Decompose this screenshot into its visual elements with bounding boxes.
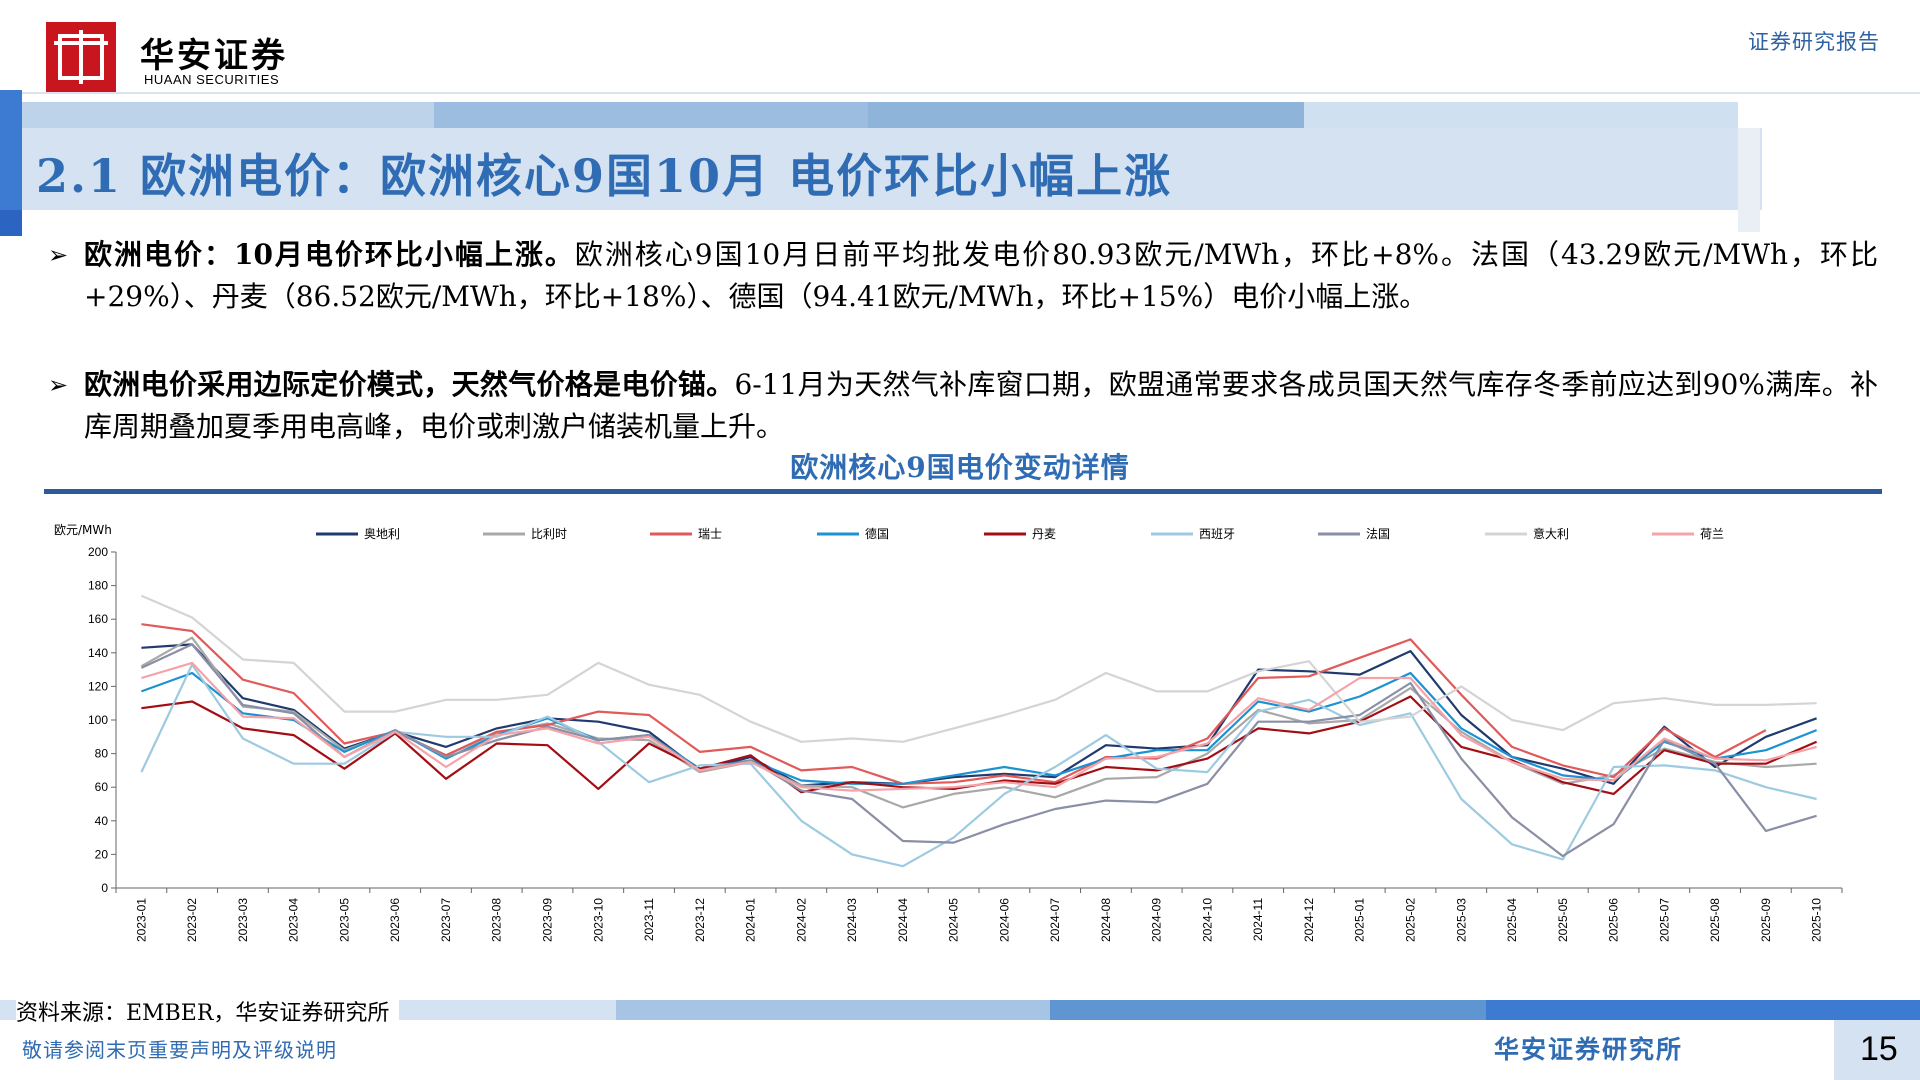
page-number: 15	[1860, 1030, 1898, 1068]
series-line-9	[141, 661, 1817, 792]
x-tick-label: 2023-05	[337, 898, 351, 942]
brand-logo	[46, 22, 116, 92]
y-tick-label: 100	[88, 713, 108, 727]
x-tick-label: 2024-09	[1150, 898, 1164, 942]
x-tick-label: 2023-11	[642, 898, 656, 941]
x-tick-label: 2024-12	[1302, 898, 1316, 942]
title-band-shadow	[1738, 128, 1760, 232]
legend-label-3: 瑞士	[698, 527, 722, 541]
x-tick-label: 2024-05	[947, 898, 961, 942]
y-tick-label: 40	[95, 814, 109, 828]
source-note: 资料来源：EMBER，华安证券研究所	[16, 995, 400, 1027]
series-line-1	[141, 643, 1817, 787]
y-tick-label: 200	[88, 545, 108, 559]
legend-label-5: 丹麦	[1032, 527, 1056, 541]
x-tick-label: 2025-04	[1505, 898, 1519, 942]
y-tick-label: 20	[95, 847, 109, 861]
x-tick-label: 2024-04	[896, 898, 910, 942]
x-tick-label: 2024-02	[794, 898, 808, 942]
brand-name-cn: 华安证券	[140, 36, 288, 76]
x-tick-label: 2024-01	[744, 898, 758, 942]
price-line-chart: 欧元/MWh 0 20 40 60 80 100 120 140 160 180 200 2023-01…	[44, 504, 1882, 974]
x-tick-label: 2023-09	[541, 898, 555, 942]
legend-label-2: 比利时	[531, 527, 567, 541]
y-tick-label: 60	[95, 780, 109, 794]
x-tick-label: 2025-01	[1353, 898, 1367, 942]
series-line-6	[140, 663, 1817, 868]
page-title: 2.1 欧洲电价：欧洲核心9国10月 电价环比小幅上涨	[36, 149, 1173, 203]
chart-svg: 欧元/MWh 0 20 40 60 80 100 120 140 160 180 200 2023-01…	[54, 523, 1843, 942]
bullet-1-heading: 欧洲电价：10月电价环比小幅上涨。	[84, 238, 575, 271]
footer-stripe-2	[616, 1000, 1050, 1020]
x-tick-label: 2025-09	[1759, 898, 1773, 942]
x-tick-label: 2023-07	[439, 898, 453, 942]
legend-label-7: 法国	[1366, 527, 1390, 541]
x-tick-label: 2023-04	[287, 898, 301, 942]
bullet-point-1: ➢ 欧洲电价：10月电价环比小幅上涨。欧洲核心9国10月日前平均批发电价80.9…	[48, 234, 1878, 318]
legend-label-8: 意大利	[1533, 526, 1569, 541]
legend-label-1: 奥地利	[364, 527, 400, 541]
title-band	[22, 128, 1762, 210]
bullet-2-heading: 欧洲电价采用边际定价模式，天然气价格是电价锚。	[84, 368, 735, 401]
y-tick-label: 160	[88, 612, 108, 626]
y-tick-label: 80	[95, 747, 109, 761]
disclaimer-link: 敬请参阅末页重要声明及评级说明	[22, 1038, 337, 1062]
institute-name: 华安证券研究所	[1494, 1035, 1684, 1064]
x-tick-label: 2024-08	[1099, 898, 1113, 942]
x-tick-label: 2023-10	[591, 898, 605, 942]
x-tick-label: 2025-08	[1708, 898, 1722, 942]
x-tick-label: 2025-02	[1404, 898, 1418, 942]
x-tick-label: 2023-02	[185, 898, 199, 942]
legend-label-9: 荷兰	[1700, 527, 1724, 541]
x-tick-label: 2023-06	[388, 898, 402, 942]
figure-title: 欧洲核心9国电价变动详情	[790, 451, 1130, 484]
x-tick-label: 2025-10	[1810, 898, 1824, 942]
figure-title-rule	[44, 489, 1882, 494]
title-stripe-3	[868, 102, 1304, 130]
y-tick-label: 120	[88, 679, 108, 693]
bullet-2-body: 6-11月为天然气补库窗口期，欧盟通常要求各成员国天然气库存冬季前应达到90%满…	[84, 368, 1878, 443]
brand-name-en: HUAAN SECURITIES	[144, 72, 280, 87]
x-tick-label: 2025-07	[1657, 898, 1671, 942]
legend-label-4: 德国	[865, 526, 889, 541]
header-divider	[0, 92, 1920, 94]
series-line-7	[140, 643, 1817, 858]
legend-label-6: 西班牙	[1199, 527, 1235, 541]
x-tick-label: 2024-03	[845, 898, 859, 942]
x-tick-label: 2023-12	[693, 898, 707, 942]
arrow-bullet-icon: ➢	[48, 371, 69, 399]
y-tick-label: 140	[88, 646, 108, 660]
footer-stripe-4	[1486, 1000, 1920, 1020]
bullet-1-body: 欧洲核心9国10月日前平均批发电价80.93欧元/MWh，环比+8%。法国（43…	[84, 238, 1878, 313]
x-tick-label: 2024-06	[997, 898, 1011, 942]
footer-stripe-3	[1050, 1000, 1486, 1020]
title-accent-bar	[0, 90, 22, 210]
x-tick-label: 2023-03	[236, 898, 250, 942]
report-type-label: 证券研究报告	[1748, 30, 1880, 54]
x-tick-label: 2025-06	[1607, 898, 1621, 942]
x-tick-label: 2025-05	[1556, 898, 1570, 942]
series-line-8	[140, 594, 1817, 743]
y-axis-label: 欧元/MWh	[54, 523, 112, 537]
title-stripe-1	[22, 102, 434, 130]
y-tick-label: 0	[101, 881, 108, 895]
title-accent-bar-lower	[0, 210, 22, 236]
title-stripe-2	[434, 102, 868, 130]
x-tick-label: 2023-08	[490, 898, 504, 942]
x-tick-label: 2024-07	[1048, 898, 1062, 942]
x-tick-label: 2025-03	[1454, 898, 1468, 942]
page-number-box	[1834, 1020, 1920, 1080]
x-tick-label: 2024-11	[1251, 898, 1265, 941]
title-stripe-4	[1304, 102, 1738, 130]
x-tick-label: 2024-10	[1200, 898, 1214, 942]
bullet-point-2: ➢ 欧洲电价采用边际定价模式，天然气价格是电价锚。6-11月为天然气补库窗口期，…	[48, 364, 1878, 448]
x-tick-label: 2023-01	[134, 898, 148, 942]
y-tick-label: 180	[88, 579, 108, 593]
arrow-bullet-icon: ➢	[48, 241, 69, 269]
